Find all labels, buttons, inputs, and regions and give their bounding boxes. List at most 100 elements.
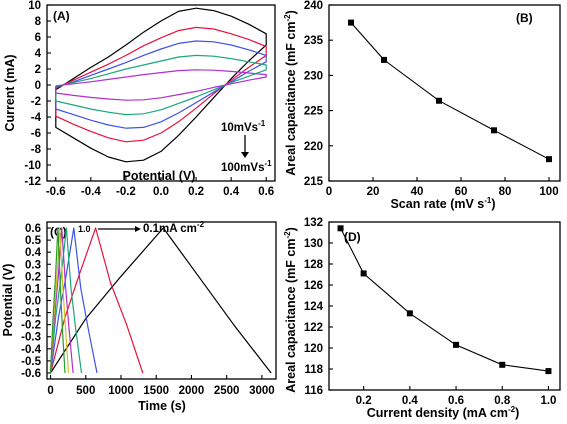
- panel-a-x-tick-label: -0.4: [81, 186, 101, 198]
- panel-d-y-tick-label: 130: [304, 238, 323, 250]
- panel-c-y-tick-label: -0.5: [21, 356, 41, 368]
- panel-d-current-density-chart: (D) 0.2 0.4 0.6 0.8 1.0 116 118 120 122 124 126 12…: [283, 217, 561, 420]
- panel-d-y-ticks: 116 118 120 122 124 126 128 130 132: [304, 217, 333, 397]
- panel-a-annotation-bottom: 100mVs-1: [221, 159, 272, 174]
- panel-d-y-label: Areal capacitance (mF cm-2): [283, 227, 298, 393]
- panel-c-x-tick-label: 0: [47, 385, 53, 397]
- panel-c-x-tick-label: 500: [76, 385, 95, 397]
- panel-b-series-line: [350, 22, 550, 160]
- panel-d-x-label: Current density (mA cm-2): [367, 405, 520, 420]
- panel-d-y-tick-label: 128: [304, 259, 324, 271]
- panel-c-y-tick-label: -0.2: [21, 320, 41, 332]
- panel-d-x-tick-label: 1.0: [540, 395, 556, 407]
- panel-b-y-label: Areal capacitance (mF cm-2): [283, 10, 298, 176]
- panel-c-series-line-4: [49, 227, 83, 374]
- panel-c-y-tick-label: -0.6: [21, 368, 41, 380]
- panel-d-series-line: [340, 228, 549, 372]
- panel-d-plot-area: [337, 225, 552, 375]
- panel-b-x-tick-label: 80: [499, 186, 512, 198]
- panel-c-frame: [46, 221, 277, 380]
- panel-a-x-tick-label: 0.4: [223, 186, 240, 198]
- panel-b-data-point: [348, 19, 354, 26]
- panel-c-y-tick-label: 0.2: [25, 271, 41, 283]
- panel-a-x-tick-label: -0.6: [46, 186, 66, 198]
- panel-d-y-tick-label: 116: [304, 385, 323, 397]
- panel-b-x-tick-label: 60: [455, 186, 468, 198]
- panel-c-y-tick-label: 0.1: [25, 283, 42, 295]
- panel-c-series-line-7: [49, 227, 66, 374]
- panel-d-x-tick-label: 0.2: [356, 395, 372, 407]
- panel-b-y-tick-label: 235: [304, 35, 324, 47]
- panel-a-tag: (A): [53, 9, 70, 23]
- panel-b-y-tick-label: 215: [304, 176, 324, 188]
- panel-a-x-tick-label: 0.2: [188, 186, 204, 198]
- panel-d-data-point: [545, 368, 552, 375]
- panel-d-x-tick-label: 0.8: [494, 395, 511, 407]
- panel-a-y-ticks: -12 -10 -8 -6 -4 -2 0 2 4 6 8 10: [24, 0, 51, 188]
- panel-b-x-tick-label: 0: [326, 186, 332, 198]
- panel-c-x-tick-label: 2000: [179, 385, 205, 397]
- panel-d-data-point: [499, 361, 506, 368]
- panel-d-data-point: [453, 341, 460, 348]
- panel-a-x-tick-label: -0.2: [116, 186, 136, 198]
- panel-d-y-tick-label: 122: [304, 322, 323, 334]
- panel-c-y-label: Potential (V): [1, 264, 15, 337]
- panel-b-y-tick-label: 220: [304, 141, 323, 153]
- panel-a-y-tick-label: 4: [35, 48, 42, 60]
- panel-a-annotation-top: 10mVs-1: [221, 119, 266, 134]
- panel-d-data-point: [337, 225, 344, 232]
- panel-d-y-tick-label: 118: [304, 364, 323, 376]
- panel-c-x-ticks: 0 500 1000 1500 2000 2500 3000: [47, 375, 275, 397]
- panel-d-y-tick-label: 126: [304, 280, 323, 292]
- panel-b-y-ticks: 215 220 225 230 235 240: [304, 0, 333, 188]
- panel-c-x-label: Time (s): [138, 399, 186, 413]
- panel-c-y-tick-label: 0.4: [25, 247, 42, 259]
- panel-a-x-tick-label: 0.6: [258, 186, 274, 198]
- panel-c-annotation-start: 1.0: [78, 224, 91, 234]
- panel-a-y-tick-label: -10: [24, 160, 41, 172]
- panel-c-series-line-3: [49, 227, 98, 374]
- panel-c-series-line-5: [49, 227, 74, 374]
- panel-a-series-line-5: [55, 69, 267, 101]
- panel-b-x-tick-label: 40: [411, 186, 424, 198]
- panel-a-series-line-1: [55, 7, 267, 163]
- panel-a-series-line-4: [55, 54, 267, 116]
- panel-d-data-point: [406, 310, 413, 317]
- panel-d-x-ticks: 0.2 0.4 0.6 0.8 1.0: [356, 386, 556, 407]
- panel-b-x-tick-label: 20: [367, 186, 380, 198]
- panel-c-x-tick-label: 1000: [108, 385, 134, 397]
- panel-c-series-line-6: [49, 227, 70, 374]
- panel-c-annotation-end: 0.1mA cm-2: [143, 220, 205, 235]
- panel-b-plot-area: [348, 19, 552, 163]
- panel-a-y-tick-label: -12: [24, 176, 41, 188]
- panel-b-scan-rate-chart: (B) 0 20 40 60 80 100 215 220 225 230 235 240 Scan…: [283, 0, 561, 211]
- panel-d-y-tick-label: 132: [304, 217, 323, 229]
- panel-a-x-label: Potential (V): [123, 169, 196, 183]
- panel-d-frame: [328, 221, 561, 391]
- panel-a-y-tick-label: 0: [35, 80, 41, 92]
- panel-c-annotation-arrowhead: [135, 226, 141, 232]
- panel-c-y-tick-label: 0.3: [25, 259, 41, 271]
- panel-c-current-density-annotation: 1.0 0.1mA cm-2: [78, 220, 205, 235]
- panel-c-y-tick-label: -0.1: [21, 308, 41, 320]
- panel-c-x-tick-label: 2500: [214, 385, 240, 397]
- panel-a-y-tick-label: -6: [31, 128, 41, 140]
- panel-a-x-tick-label: 0.0: [153, 186, 169, 198]
- panel-b-y-tick-label: 240: [304, 0, 323, 12]
- panel-a-cv-chart: (A) -0.6 -0.4 -0.2 0.0 0.2 0.4 0.6 -12-10-8-6-…: [3, 0, 276, 198]
- panel-a-y-tick-label: 10: [28, 0, 41, 12]
- panel-a-annotation-arrowhead: [241, 152, 249, 158]
- panel-c-y-tick-label: 0.6: [25, 223, 41, 235]
- panel-c-x-tick-label: 3000: [249, 385, 275, 397]
- panel-b-y-tick-label: 225: [304, 106, 324, 118]
- panel-a-scan-rate-annotation: 10mVs-1 100mVs-1: [221, 119, 272, 174]
- panel-d-x-tick-label: 0.6: [448, 395, 464, 407]
- panel-a-plot-area: [55, 7, 267, 163]
- panel-d-y-tick-label: 120: [304, 343, 323, 355]
- panel-a-y-tick-label: 8: [35, 16, 42, 28]
- panel-b-x-tick-label: 100: [539, 186, 558, 198]
- panel-a-y-tick-label: 6: [35, 32, 41, 44]
- panel-a-y-label: Current (mA): [3, 54, 17, 131]
- panel-b-data-point: [491, 127, 497, 134]
